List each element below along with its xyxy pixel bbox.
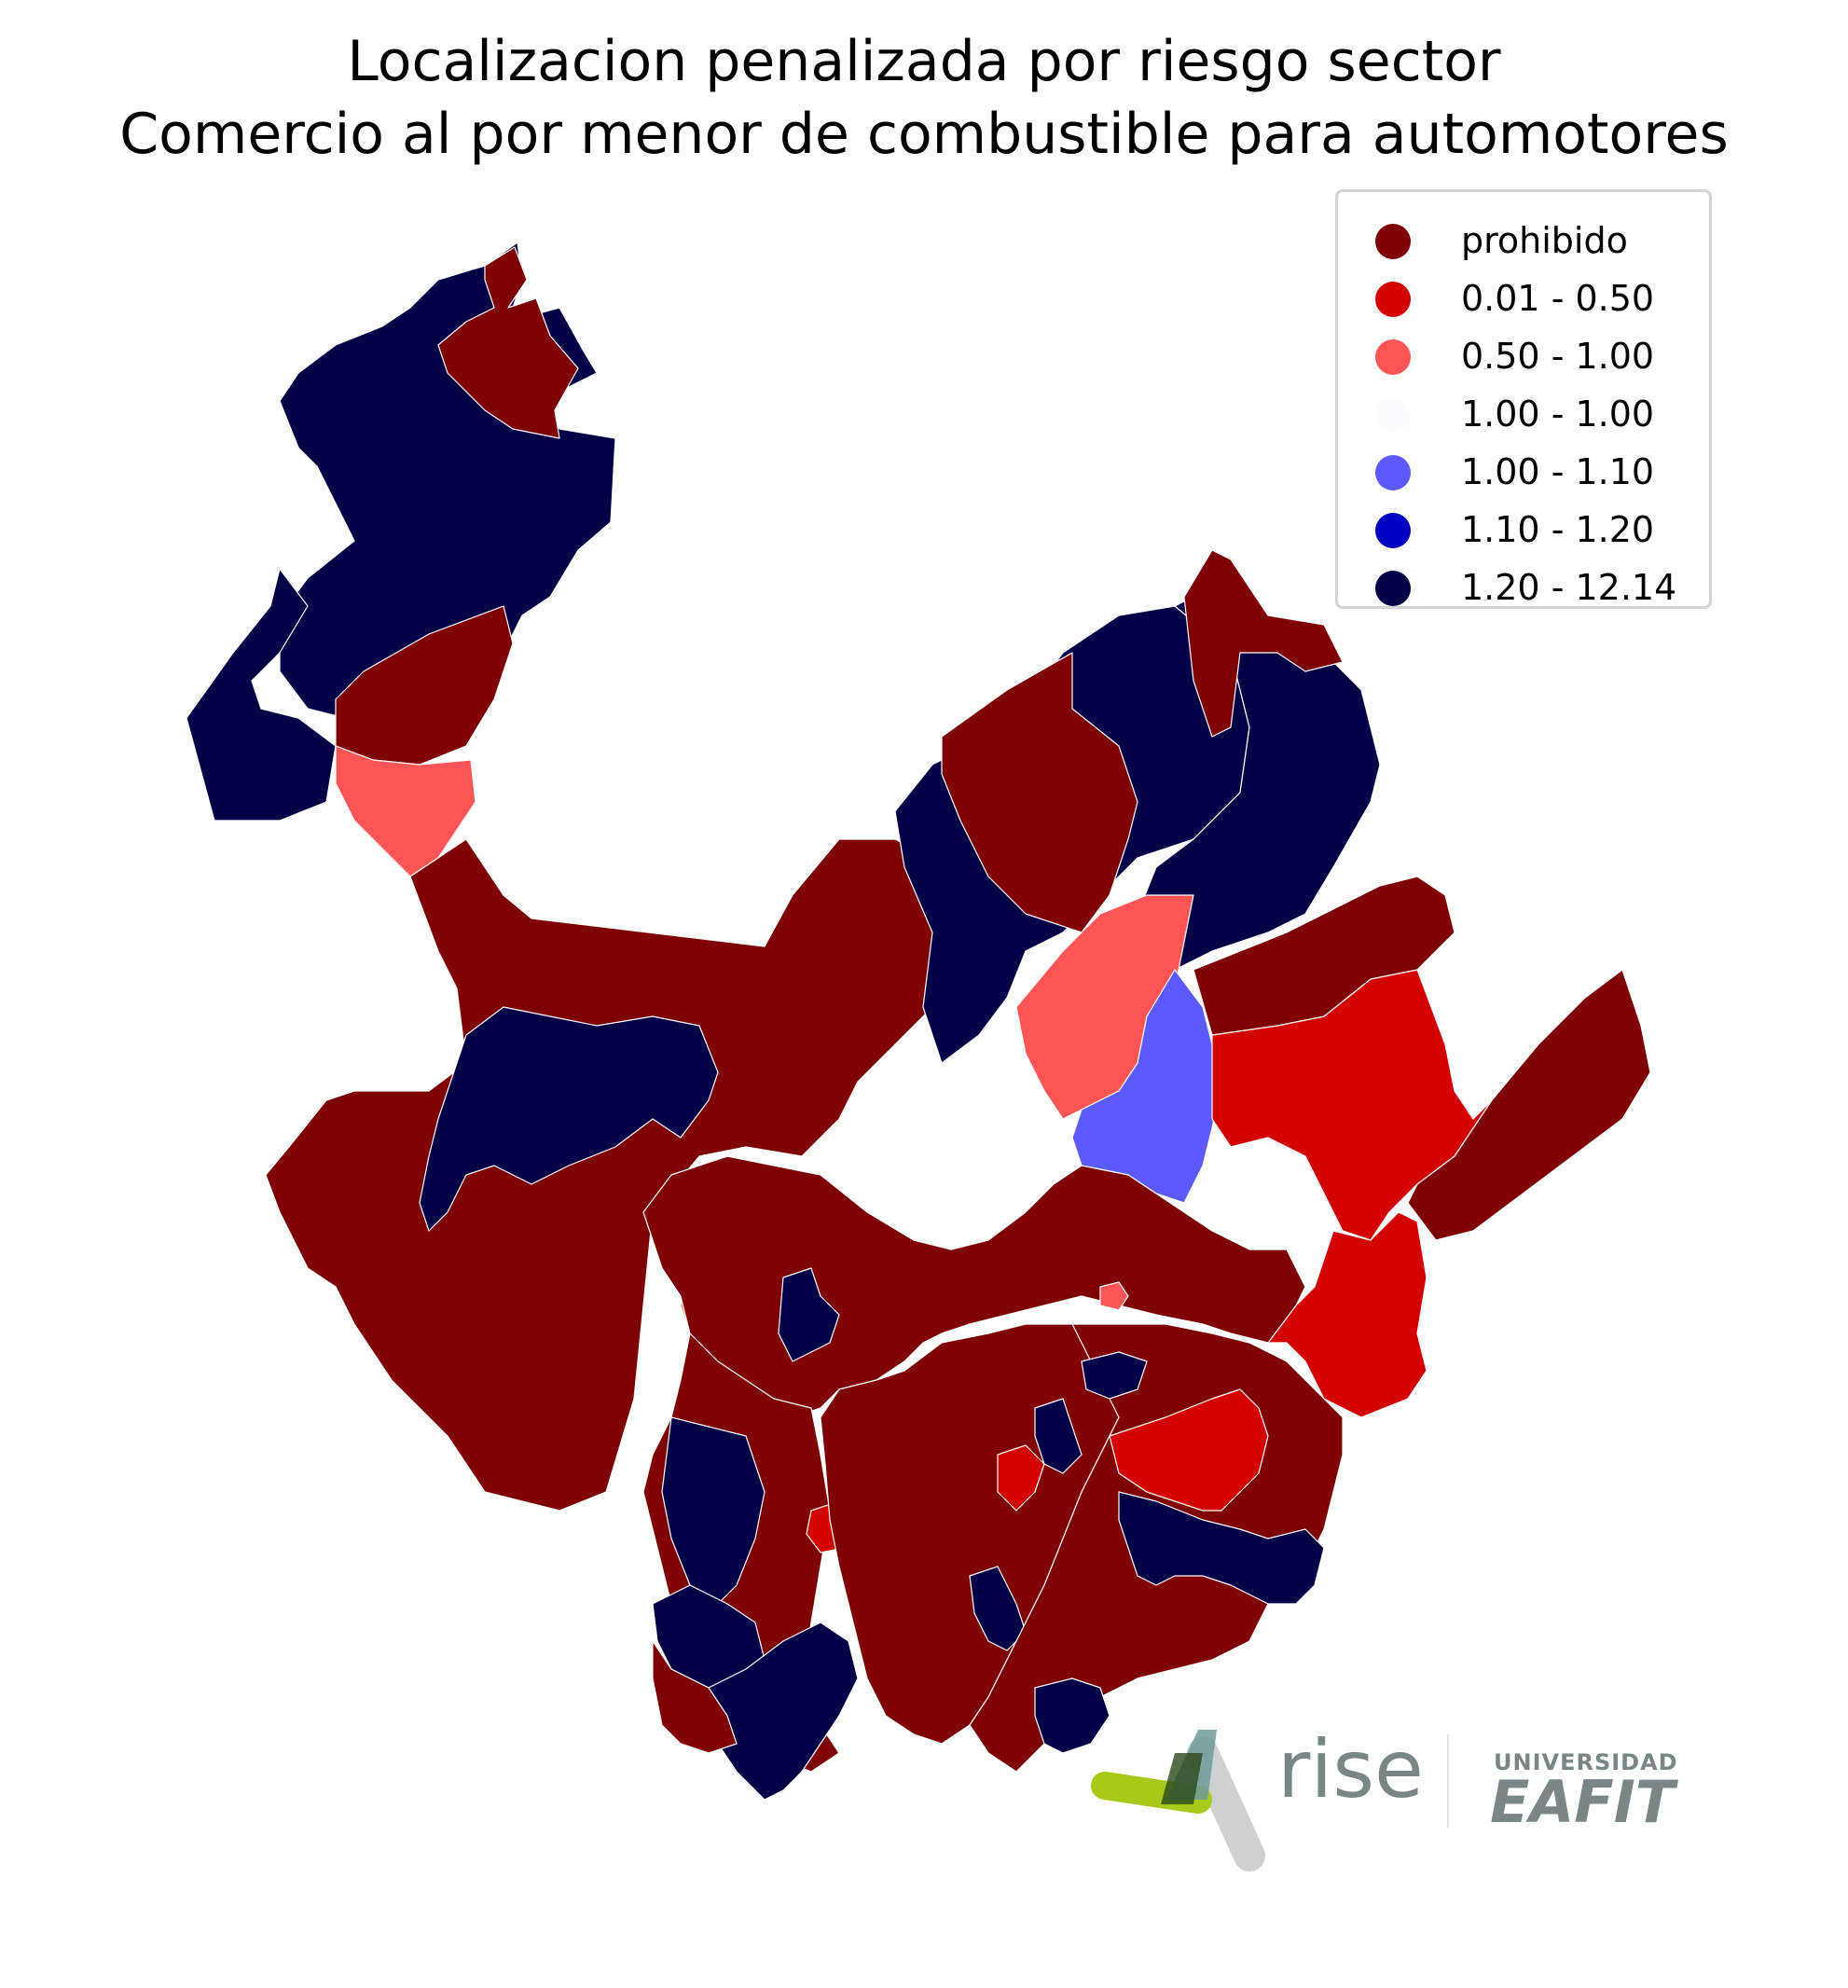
region-uraba-south xyxy=(186,568,337,821)
region-north-tip xyxy=(437,246,579,439)
legend-swatch xyxy=(1375,339,1411,375)
region-west-coast xyxy=(335,605,514,766)
legend-swatch xyxy=(1375,397,1411,433)
legend-label: 1.00 - 1.00 xyxy=(1461,393,1655,435)
region-red-southeast xyxy=(1109,1388,1269,1512)
legend-swatch xyxy=(1375,224,1411,259)
region-southwest-navy-2 xyxy=(708,1622,859,1801)
eafit-logo-main: EAFIT xyxy=(1490,1768,1676,1836)
region-west-pink xyxy=(335,745,476,877)
map-title-line-1: Localizacion penalizada por riesgo secto… xyxy=(347,29,1501,94)
region-east-red-south xyxy=(1267,1211,1427,1418)
legend-item-1-20-12-14: 1.20 - 12.14 xyxy=(1338,559,1709,617)
region-southwest-prohibited xyxy=(652,1640,738,1754)
map-title-line-2: Comercio al por menor de combustible par… xyxy=(119,102,1729,167)
map-legend: prohibido 0.01 - 0.50 0.50 - 1.00 1.00 -… xyxy=(1335,189,1712,609)
region-navy-west-center xyxy=(778,1267,840,1362)
legend-label: 1.00 - 1.10 xyxy=(1461,451,1655,492)
region-pink-tiny xyxy=(1099,1281,1129,1311)
region-navy-south-tip xyxy=(1034,1677,1110,1754)
rise-logo-text: rise xyxy=(1277,1723,1424,1816)
legend-swatch xyxy=(1375,513,1411,548)
legend-item-prohibido: prohibido xyxy=(1338,213,1709,270)
region-northeast-prohibited xyxy=(1183,549,1344,738)
legend-swatch xyxy=(1375,571,1411,606)
region-red-center-south xyxy=(997,1444,1045,1512)
legend-item-0-01-0-50: 0.01 - 0.50 xyxy=(1338,270,1709,328)
rise-logo-mark xyxy=(1091,1730,1265,1871)
eafit-logo-top: UNIVERSIDAD xyxy=(1494,1749,1678,1775)
legend-item-0-50-1-00: 0.50 - 1.00 xyxy=(1338,328,1709,386)
region-east-prohibited-band xyxy=(1193,876,1455,1036)
region-central-west xyxy=(265,838,952,1512)
region-navy-center-small xyxy=(1034,1398,1083,1474)
legend-label: 0.50 - 1.00 xyxy=(1461,336,1655,377)
legend-label: 1.10 - 1.20 xyxy=(1461,509,1655,550)
region-west-navy xyxy=(419,1006,719,1232)
legend-label: 0.01 - 0.50 xyxy=(1461,278,1655,319)
region-northeast-navy xyxy=(1137,577,1381,971)
legend-item-1-00-1-10: 1.00 - 1.10 xyxy=(1338,444,1709,502)
legend-item-1-10-1-20: 1.10 - 1.20 xyxy=(1338,502,1709,559)
legend-label: prohibido xyxy=(1461,220,1628,261)
legend-swatch xyxy=(1375,282,1411,317)
legend-swatch xyxy=(1375,455,1411,490)
region-south-navy-west xyxy=(661,1416,765,1605)
legend-label: 1.20 - 12.14 xyxy=(1461,567,1677,608)
region-far-east-prohibited xyxy=(1407,969,1651,1241)
legend-item-1-00-1-00: 1.00 - 1.00 xyxy=(1338,386,1709,444)
region-north-central-prohibited xyxy=(941,652,1138,933)
logo-divider xyxy=(1447,1734,1449,1828)
region-navy-southeast xyxy=(1118,1491,1325,1605)
region-navy-southeast-small xyxy=(1081,1351,1148,1400)
